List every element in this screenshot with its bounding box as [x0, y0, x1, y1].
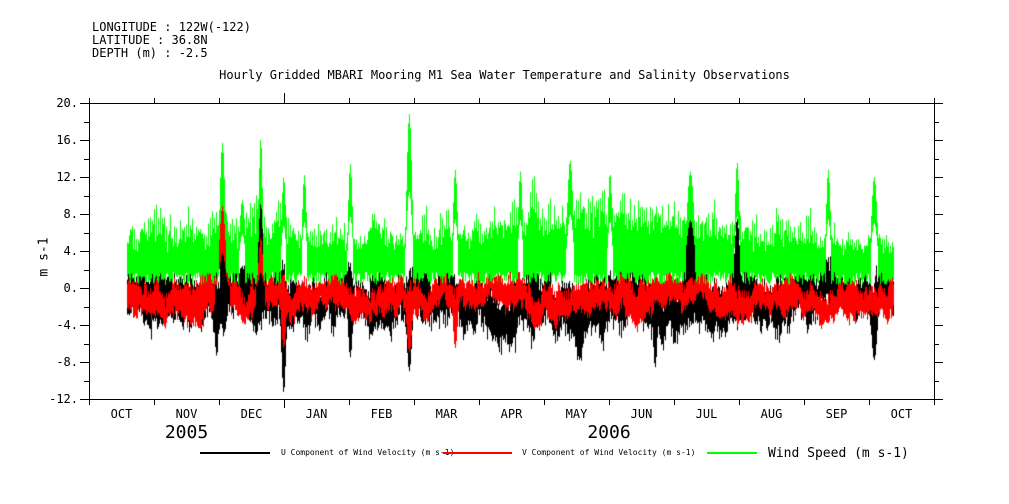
wind-data-canvas: [89, 103, 934, 399]
chart-title: Hourly Gridded MBARI Mooring M1 Sea Wate…: [219, 68, 790, 82]
x-month-label: MAY: [565, 407, 588, 421]
legend-line-v: [443, 452, 512, 454]
header-depth: DEPTH (m) : -2.5: [92, 46, 208, 60]
x-month-label: OCT: [110, 407, 133, 421]
header-latitude: LATITUDE : 36.8N: [92, 33, 208, 47]
x-month-label: SEP: [825, 407, 848, 421]
x-month-label: FEB: [370, 407, 393, 421]
y-tick-label: 8.: [63, 207, 78, 221]
y-tick-label: 20.: [56, 96, 78, 110]
y-tick-label: 12.: [56, 170, 78, 184]
x-year-label: 2006: [587, 422, 631, 443]
x-month-label: JUL: [695, 407, 718, 421]
legend-label-v: V Component of Wind Velocity (m s-1): [522, 448, 696, 457]
x-month-label: MAR: [435, 407, 458, 421]
x-month-label: OCT: [890, 407, 913, 421]
x-year-label: 2005: [164, 422, 209, 443]
x-month-label: NOV: [175, 407, 198, 421]
x-month-label: DEC: [240, 407, 263, 421]
y-tick-label: 0.: [63, 281, 78, 295]
x-month-label: JAN: [305, 407, 328, 421]
y-tick-label: -8.: [56, 355, 78, 369]
legend-line-u: [200, 452, 270, 454]
legend-label-speed: Wind Speed (m s-1): [768, 446, 909, 461]
x-month-label: AUG: [760, 407, 783, 421]
legend-label-u: U Component of Wind Velocity (m s-1): [281, 448, 455, 457]
y-axis-title: m s-1: [36, 237, 52, 277]
y-tick-label: -4.: [56, 318, 78, 332]
x-month-label: APR: [500, 407, 523, 421]
x-month-label: JUN: [630, 407, 653, 421]
header-longitude: LONGITUDE : 122W(-122): [92, 20, 251, 34]
legend-line-speed: [707, 452, 757, 454]
y-tick-label: 16.: [56, 133, 78, 147]
y-tick-label: -12.: [49, 392, 78, 406]
y-tick-label: 4.: [63, 244, 78, 258]
